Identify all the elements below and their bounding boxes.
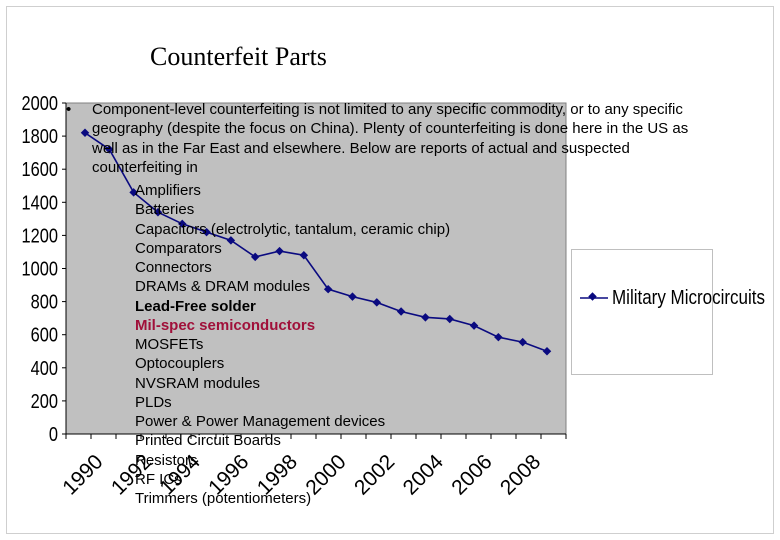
- counterfeit-item: Capacitors (electrolytic, tantalum, cera…: [135, 220, 451, 238]
- counterfeit-item: Trimmers (potentiometers): [135, 490, 312, 507]
- plot-area: [65, 102, 567, 435]
- bullet-dot: •: [66, 101, 72, 118]
- data-point: [494, 332, 503, 342]
- y-tick-label: 200: [31, 389, 58, 412]
- data-point: [178, 219, 187, 229]
- chart-legend: Military Microcircuits: [571, 249, 765, 375]
- y-tick-label: 600: [31, 323, 58, 346]
- y-tick-label: 400: [31, 356, 58, 379]
- data-point: [250, 252, 260, 262]
- y-tick-label: 1800: [22, 125, 58, 148]
- y-tick-label: 0: [49, 422, 58, 445]
- data-point: [129, 188, 138, 197]
- data-point: [299, 251, 309, 260]
- data-point: [372, 298, 382, 307]
- data-point: [348, 292, 357, 301]
- y-tick-label: 1400: [22, 191, 58, 214]
- data-point: [202, 227, 211, 237]
- y-tick-label: 1600: [22, 158, 58, 181]
- counterfeit-item-list: Amplifiers Batteries Capacitors (electroly…: [135, 181, 450, 508]
- x-tick-label: 2008: [496, 450, 545, 499]
- data-point: [518, 337, 527, 347]
- data-point: [105, 145, 114, 154]
- data-point: [396, 307, 406, 316]
- counterfeit-item: Power & Power Management devices: [135, 413, 386, 430]
- y-tick-label: 800: [31, 290, 58, 313]
- series-line: [84, 132, 548, 352]
- counterfeit-item: Connectors: [135, 259, 212, 276]
- counterfeit-item: Printed Circuit Boards: [135, 432, 281, 450]
- bullet-text: Component-level counterfeiting is not li…: [92, 101, 689, 177]
- data-point: [469, 321, 479, 330]
- legend-label: Military Microcircuits: [612, 287, 765, 309]
- counterfeit-item: PLDs: [135, 393, 172, 411]
- x-tick-label: 2006: [447, 450, 496, 499]
- data-point: [542, 347, 552, 356]
- slide-title: Counterfeit Parts: [150, 42, 327, 71]
- y-tick-label: 1200: [22, 224, 58, 247]
- legend-marker: [580, 292, 608, 301]
- data-point: [421, 313, 430, 322]
- data-point: [275, 246, 284, 256]
- counterfeit-item: Comparators: [135, 239, 222, 257]
- x-tick-label: 1990: [58, 450, 107, 499]
- counterfeit-item: Amplifiers: [135, 182, 201, 199]
- counterfeit-item: RF ICs: [135, 470, 182, 488]
- counterfeit-item: Lead-Free solder: [135, 297, 256, 315]
- data-point: [323, 284, 333, 294]
- data-point: [80, 128, 90, 138]
- counterfeit-item: DRAMs & DRAM modules: [135, 278, 311, 296]
- y-tick-label: 1000: [22, 257, 58, 280]
- counterfeit-item: Batteries: [135, 201, 195, 219]
- counterfeit-item: NVSRAM modules: [135, 374, 261, 392]
- data-point: [226, 236, 236, 245]
- counterfeit-item: Mil-spec semiconductors: [135, 316, 316, 334]
- counterfeit-item: Optocouplers: [135, 355, 225, 373]
- y-tick-label: 2000: [22, 91, 58, 114]
- counterfeit-item: Resistors: [135, 451, 198, 469]
- data-point: [153, 207, 163, 217]
- counterfeit-item: MOSFETs: [135, 336, 204, 353]
- data-point: [445, 314, 454, 324]
